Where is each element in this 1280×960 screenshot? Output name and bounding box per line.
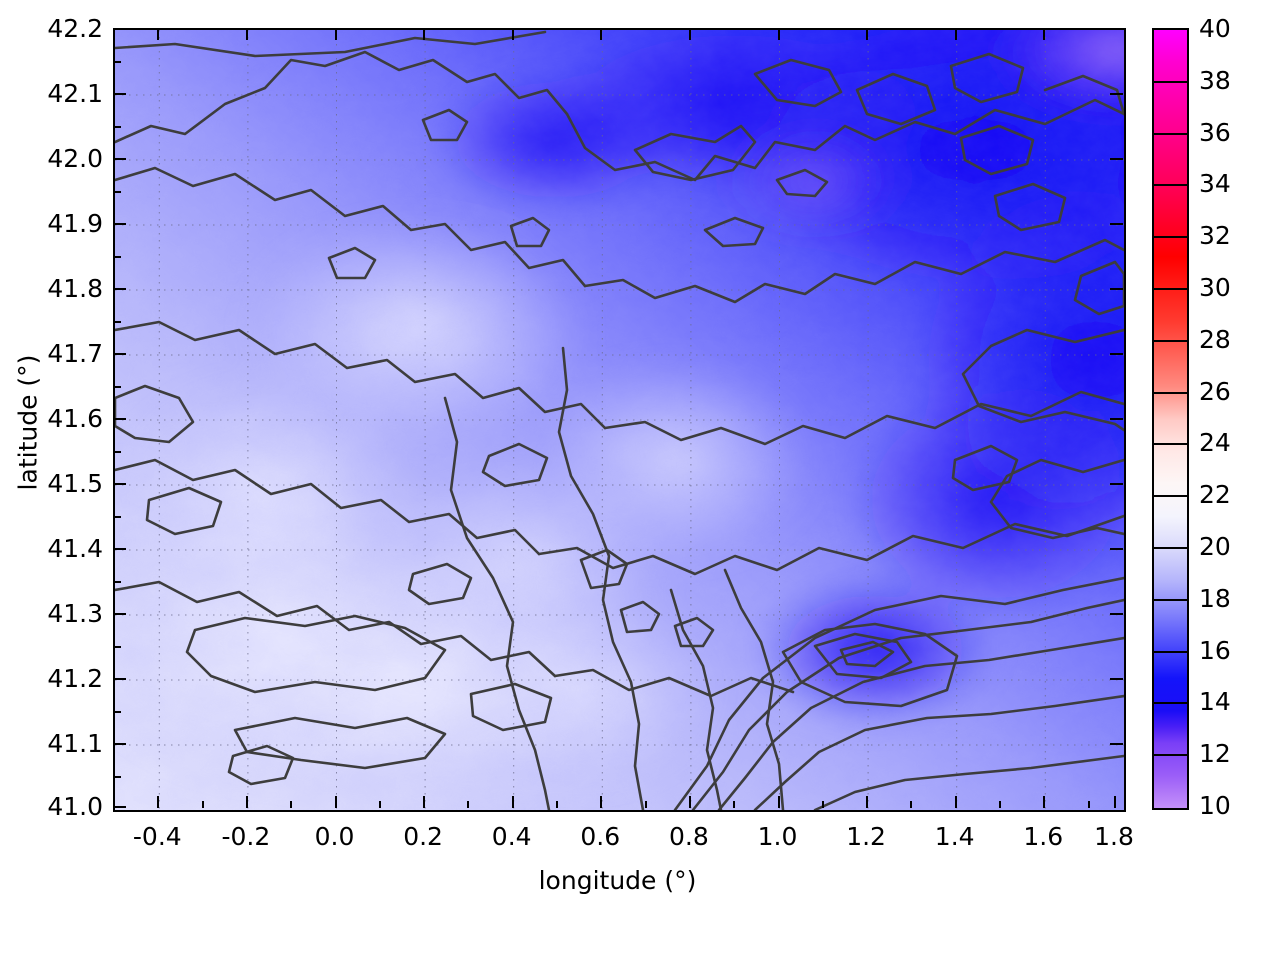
colorbar-tick bbox=[1154, 339, 1187, 342]
colorbar[interactable] bbox=[1152, 28, 1189, 810]
x-tick-label: 0.4 bbox=[491, 822, 532, 851]
colorbar-tick-label: 24 bbox=[1199, 428, 1231, 458]
colorbar-tick-label: 40 bbox=[1199, 14, 1231, 43]
colorbar-tick-label: 20 bbox=[1199, 532, 1231, 561]
x-tick-label: 1.2 bbox=[846, 822, 886, 851]
colorbar-tick bbox=[1154, 80, 1187, 83]
colorbar-tick bbox=[1154, 598, 1187, 601]
x-tick-label: -0.2 bbox=[221, 822, 271, 851]
colorbar-tick bbox=[1154, 184, 1187, 187]
colorbar-tick bbox=[1154, 702, 1187, 705]
colorbar-tick-label: 14 bbox=[1199, 687, 1231, 717]
x-tick-label: 1.4 bbox=[934, 822, 975, 851]
colorbar-tick-label: 28 bbox=[1199, 324, 1231, 354]
colorbar-tick-label: 32 bbox=[1199, 221, 1231, 251]
x-tick-label: 0.6 bbox=[580, 822, 621, 851]
colorbar-tick-label: 18 bbox=[1199, 583, 1231, 613]
colorbar-tick bbox=[1154, 495, 1187, 498]
x-tick-label: 0.0 bbox=[314, 822, 355, 851]
colorbar-tick-label: 12 bbox=[1199, 739, 1231, 769]
colorbar-tick bbox=[1154, 132, 1187, 135]
y-tick-label: 42.1 bbox=[47, 79, 103, 108]
x-axis-title: longitude (°) bbox=[538, 866, 697, 895]
colorbar-tick-label: 26 bbox=[1199, 376, 1231, 406]
y-axis-title: latitude (°) bbox=[13, 354, 43, 491]
x-tick-label: 1.6 bbox=[1023, 822, 1064, 851]
y-tick-label: 41.2 bbox=[47, 664, 103, 693]
colorbar-tick-label: 10 bbox=[1199, 791, 1231, 820]
x-tick-label: 1.8 bbox=[1094, 822, 1134, 851]
colorbar-tick-label: 30 bbox=[1199, 273, 1231, 302]
x-tick-label: 0.2 bbox=[403, 822, 443, 851]
y-tick-label: 41.9 bbox=[47, 209, 103, 238]
colorbar-gradient bbox=[1154, 30, 1187, 808]
colorbar-tick-label: 36 bbox=[1199, 117, 1231, 147]
colorbar-tick-label: 22 bbox=[1199, 480, 1231, 510]
y-tick-label: 41.3 bbox=[47, 599, 103, 628]
y-tick-label: 41.8 bbox=[47, 274, 103, 303]
x-tick-label: -0.4 bbox=[132, 822, 182, 851]
y-tick-label: 42.2 bbox=[47, 14, 103, 43]
y-tick-label: 41.4 bbox=[47, 534, 103, 563]
colorbar-tick bbox=[1154, 391, 1187, 394]
colorbar-tick bbox=[1154, 754, 1187, 757]
x-tick-label: 0.8 bbox=[669, 822, 709, 851]
y-tick-label: 41.0 bbox=[47, 792, 103, 821]
colorbar-tick-label: 34 bbox=[1199, 169, 1231, 199]
y-tick-label: 41.5 bbox=[47, 469, 103, 498]
y-tick-label: 42.0 bbox=[47, 144, 103, 173]
map-plot-area[interactable] bbox=[113, 28, 1126, 812]
colorbar-tick bbox=[1154, 288, 1187, 290]
colorbar-tick bbox=[1154, 236, 1187, 239]
colorbar-tick-label: 38 bbox=[1199, 65, 1231, 95]
y-tick-label: 41.7 bbox=[47, 339, 103, 368]
colorbar-tick-label: 16 bbox=[1199, 635, 1231, 665]
y-tick-label: 41.6 bbox=[47, 404, 103, 433]
x-tick-label: 1.0 bbox=[757, 822, 798, 851]
colorbar-tick bbox=[1154, 547, 1187, 549]
map-gridlines bbox=[115, 30, 1124, 810]
contour-lines bbox=[115, 30, 1124, 810]
temperature-field bbox=[115, 30, 1124, 810]
y-tick-label: 41.1 bbox=[47, 729, 103, 758]
colorbar-tick bbox=[1154, 443, 1187, 446]
colorbar-tick bbox=[1154, 650, 1187, 653]
